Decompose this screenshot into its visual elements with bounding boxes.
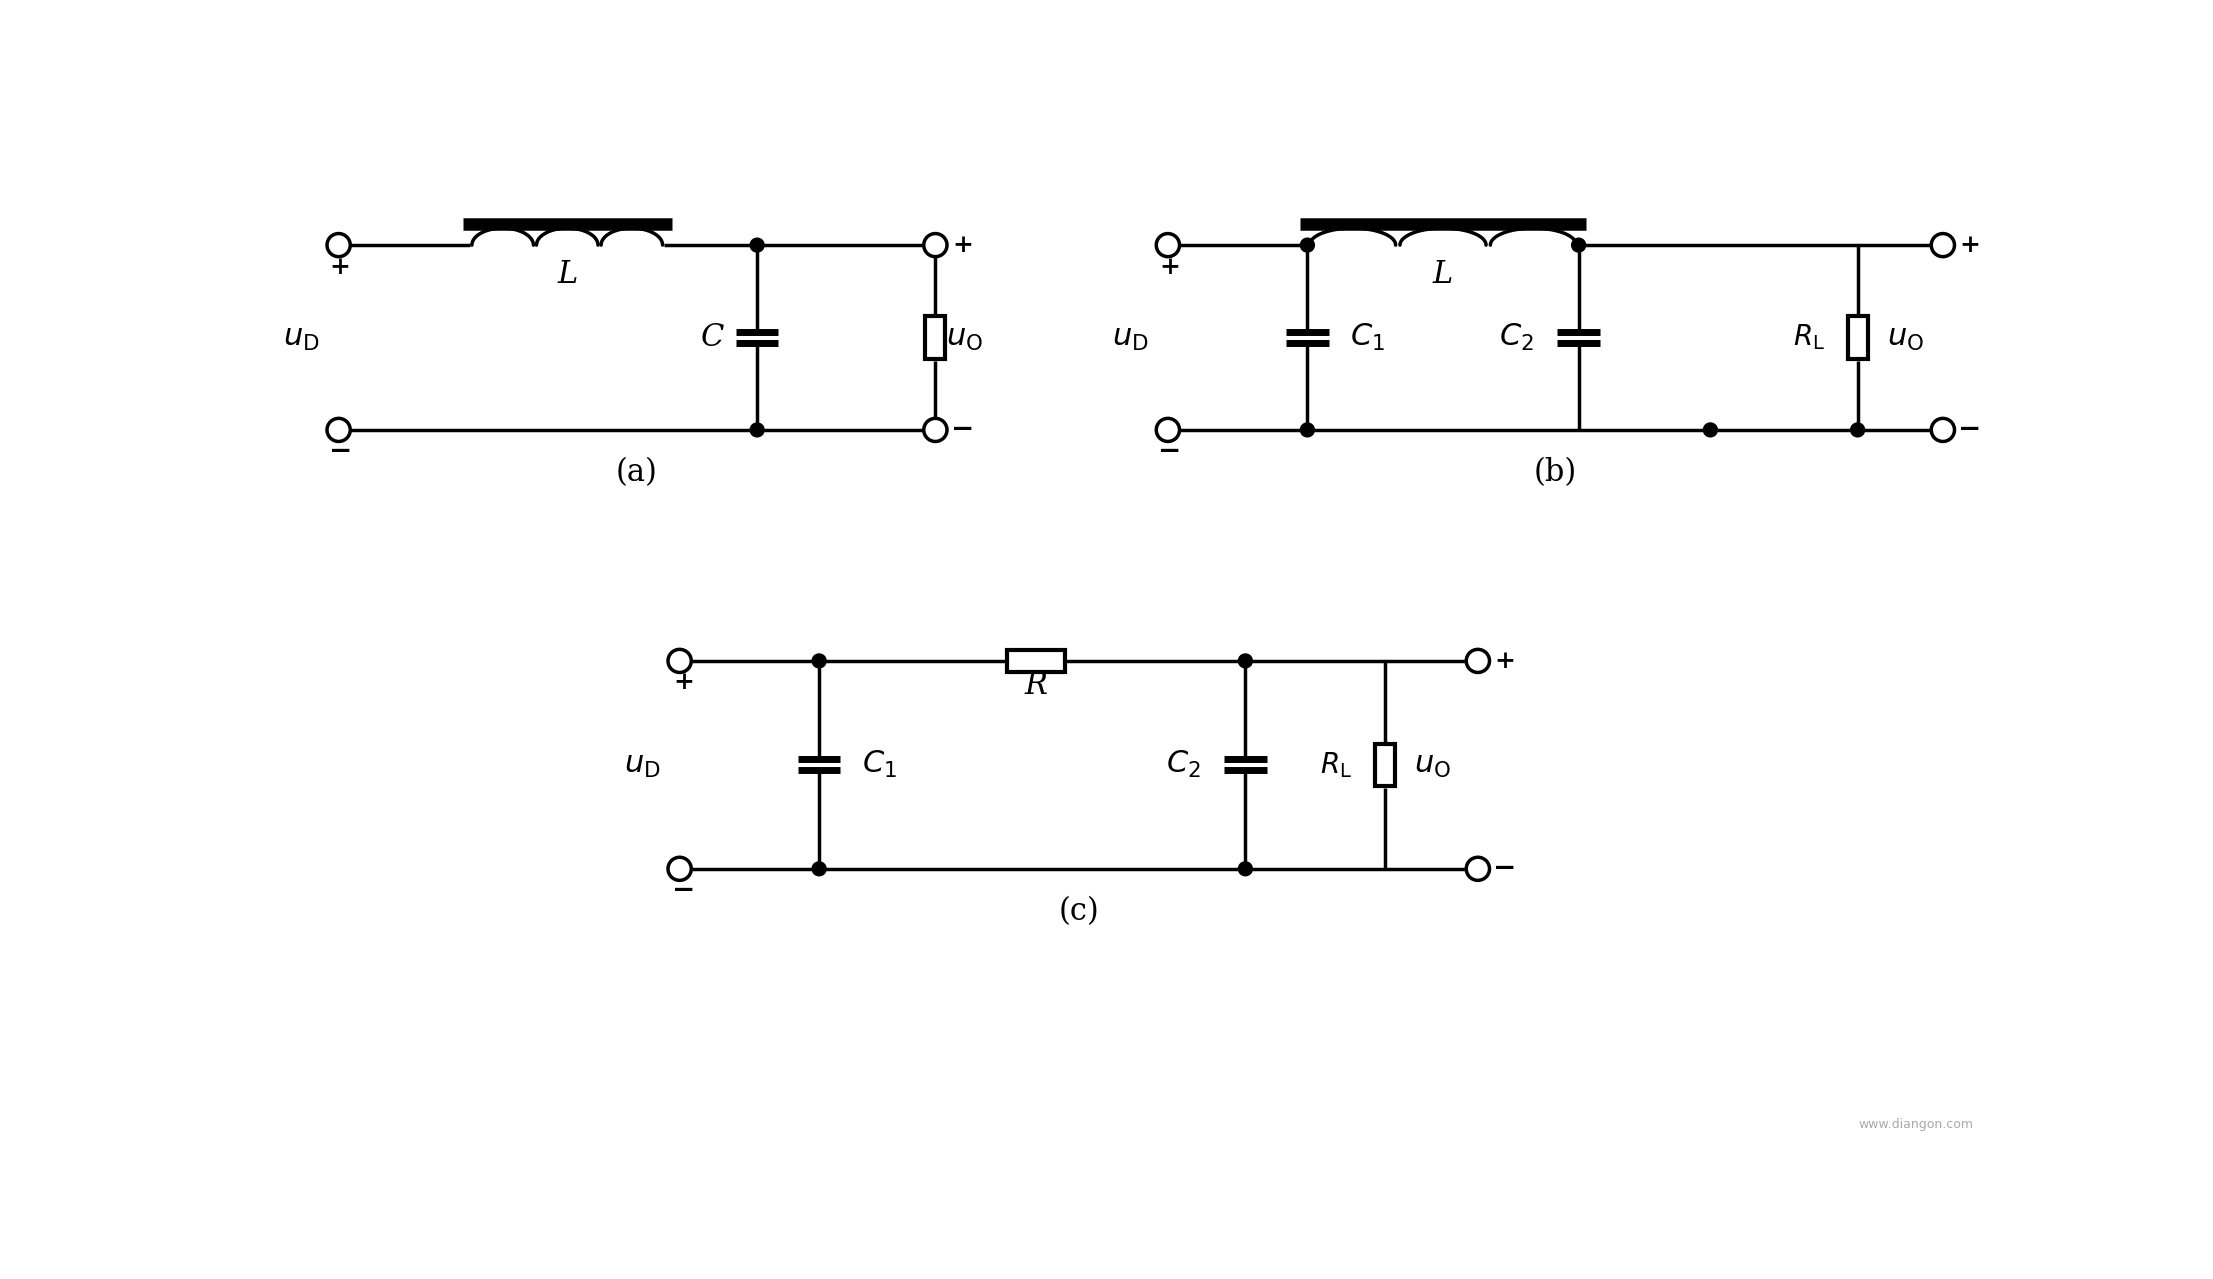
Circle shape	[668, 650, 690, 673]
Circle shape	[1932, 234, 1954, 257]
Text: $C_2$: $C_2$	[1166, 749, 1199, 780]
Text: (b): (b)	[1534, 457, 1578, 487]
Text: +: +	[1160, 255, 1180, 279]
Bar	[1374, 743, 1394, 787]
Circle shape	[1467, 857, 1489, 880]
Circle shape	[328, 418, 350, 441]
Circle shape	[1932, 418, 1954, 441]
Circle shape	[1155, 418, 1180, 441]
Bar	[925, 316, 945, 358]
Text: −: −	[328, 437, 352, 466]
Text: +: +	[673, 670, 695, 694]
Circle shape	[812, 654, 825, 668]
Text: −: −	[1494, 856, 1516, 883]
Text: $u_{\mathrm{D}}$: $u_{\mathrm{D}}$	[624, 749, 659, 780]
Text: $C_2$: $C_2$	[1498, 322, 1534, 353]
Text: $R_{\mathrm{L}}$: $R_{\mathrm{L}}$	[1321, 749, 1352, 780]
Text: $C_1$: $C_1$	[861, 749, 896, 780]
Bar	[1848, 316, 1868, 358]
Text: −: −	[673, 877, 695, 904]
Text: C: C	[702, 322, 724, 353]
Text: +: +	[1494, 648, 1516, 673]
Text: +: +	[1959, 233, 1981, 257]
Text: $u_{\mathrm{O}}$: $u_{\mathrm{O}}$	[1414, 749, 1452, 780]
Circle shape	[1301, 423, 1315, 437]
Text: R: R	[1025, 670, 1047, 701]
Bar	[1007, 650, 1064, 671]
Text: www.diangon.com: www.diangon.com	[1859, 1118, 1974, 1131]
Circle shape	[1467, 650, 1489, 673]
Circle shape	[328, 234, 350, 257]
Text: (a): (a)	[615, 457, 657, 487]
Text: $u_{\mathrm{O}}$: $u_{\mathrm{O}}$	[1888, 322, 1923, 353]
Text: −: −	[952, 417, 974, 444]
Circle shape	[1301, 238, 1315, 252]
Circle shape	[923, 418, 947, 441]
Text: $C_1$: $C_1$	[1350, 322, 1385, 353]
Circle shape	[1704, 423, 1717, 437]
Text: +: +	[330, 255, 350, 279]
Text: (c): (c)	[1058, 895, 1100, 927]
Circle shape	[1571, 238, 1585, 252]
Text: $u_{\mathrm{O}}$: $u_{\mathrm{O}}$	[947, 322, 983, 353]
Circle shape	[812, 862, 825, 876]
Text: $u_{\mathrm{D}}$: $u_{\mathrm{D}}$	[283, 322, 319, 353]
Circle shape	[1850, 423, 1866, 437]
Text: $R_{\mathrm{L}}$: $R_{\mathrm{L}}$	[1793, 322, 1826, 353]
Text: $u_{\mathrm{D}}$: $u_{\mathrm{D}}$	[1111, 322, 1149, 353]
Circle shape	[750, 423, 763, 437]
Text: −: −	[1157, 437, 1182, 466]
Text: −: −	[1959, 417, 1981, 444]
Circle shape	[1239, 654, 1253, 668]
Text: L: L	[558, 258, 578, 290]
Circle shape	[1239, 862, 1253, 876]
Text: L: L	[1432, 258, 1454, 290]
Circle shape	[750, 238, 763, 252]
Text: +: +	[952, 233, 974, 257]
Circle shape	[923, 234, 947, 257]
Circle shape	[668, 857, 690, 880]
Circle shape	[1155, 234, 1180, 257]
